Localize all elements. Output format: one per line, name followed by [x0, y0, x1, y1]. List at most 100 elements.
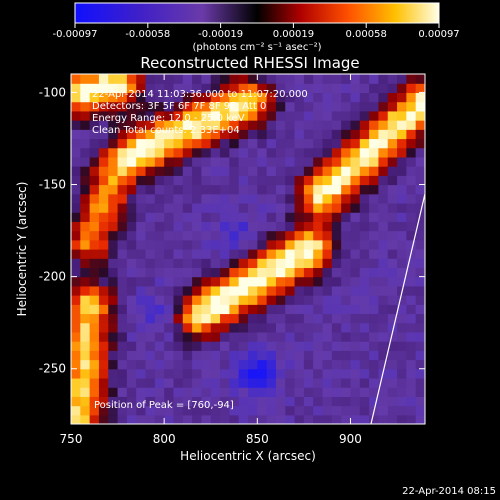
map-pixel — [164, 156, 175, 167]
map-pixel — [145, 285, 156, 296]
map-pixel — [387, 267, 398, 278]
map-pixel — [387, 184, 398, 195]
map-pixel — [164, 295, 175, 305]
map-pixel — [238, 359, 249, 370]
map-pixel — [164, 175, 175, 186]
map-pixel — [359, 156, 370, 167]
map-pixel — [406, 147, 417, 158]
map-pixel — [331, 414, 342, 424]
map-pixel — [248, 212, 258, 222]
map-pixel — [359, 184, 370, 195]
map-pixel — [350, 83, 361, 94]
map-pixel — [350, 120, 361, 130]
map-pixel — [350, 212, 361, 222]
map-pixel — [378, 193, 389, 204]
map-pixel — [406, 129, 417, 140]
map-pixel — [266, 166, 277, 176]
map-pixel — [266, 129, 277, 140]
map-pixel — [117, 267, 128, 278]
map-pixel — [136, 120, 147, 130]
map-pixel — [275, 414, 286, 424]
map-pixel — [257, 322, 268, 333]
map-pixel — [173, 184, 184, 195]
map-pixel — [331, 147, 342, 158]
map-pixel — [238, 313, 249, 324]
map-pixel — [201, 202, 212, 213]
map-pixel — [378, 110, 389, 121]
map-pixel — [126, 129, 137, 140]
map-pixel — [275, 387, 286, 397]
map-pixel — [98, 368, 109, 379]
map-pixel — [117, 295, 128, 305]
map-pixel — [108, 276, 119, 287]
map-pixel — [378, 101, 389, 112]
map-pixel — [164, 166, 175, 176]
map-pixel — [238, 396, 249, 407]
map-pixel — [108, 166, 119, 176]
map-pixel — [136, 405, 147, 416]
map-pixel — [80, 147, 91, 158]
map-pixel — [331, 322, 342, 333]
map-pixel — [313, 295, 324, 305]
map-pixel — [257, 295, 268, 305]
map-pixel — [98, 221, 109, 232]
map-pixel — [220, 138, 230, 149]
map-pixel — [406, 74, 417, 84]
map-pixel — [248, 175, 258, 186]
map-pixel — [341, 368, 352, 379]
map-pixel — [71, 166, 81, 176]
map-pixel — [136, 313, 147, 324]
map-pixel — [126, 175, 137, 186]
map-pixel — [220, 74, 230, 84]
colorbar-tick-label: 0.00058 — [346, 29, 387, 40]
map-pixel — [341, 120, 352, 130]
map-pixel — [164, 83, 175, 94]
map-pixel — [220, 341, 230, 351]
map-pixel — [145, 304, 156, 315]
map-pixel — [71, 341, 81, 351]
map-pixel — [220, 230, 230, 241]
map-pixel — [248, 285, 258, 296]
map-pixel — [210, 350, 221, 361]
map-pixel — [415, 295, 425, 305]
map-pixel — [331, 92, 342, 103]
map-pixel — [182, 120, 193, 130]
map-pixel — [369, 249, 380, 259]
map-pixel — [238, 184, 249, 195]
map-pixel — [378, 258, 389, 269]
map-pixel — [341, 101, 352, 112]
map-pixel — [136, 239, 147, 250]
map-pixel — [397, 331, 407, 342]
map-pixel — [220, 285, 230, 296]
map-pixel — [397, 304, 407, 315]
map-pixel — [266, 331, 277, 342]
map-pixel — [136, 304, 147, 315]
map-pixel — [80, 267, 91, 278]
map-pixel — [89, 129, 100, 140]
map-pixel — [378, 313, 389, 324]
map-pixel — [229, 156, 240, 167]
map-pixel — [257, 92, 268, 103]
map-pixel — [331, 405, 342, 416]
map-pixel — [350, 230, 361, 241]
map-pixel — [359, 359, 370, 370]
map-pixel — [313, 359, 324, 370]
map-pixel — [164, 359, 175, 370]
map-pixel — [341, 175, 352, 186]
map-pixel — [406, 258, 417, 269]
map-pixel — [229, 184, 240, 195]
map-pixel — [397, 184, 407, 195]
map-pixel — [108, 267, 119, 278]
map-pixel — [275, 313, 286, 324]
map-pixel — [201, 249, 212, 259]
map-pixel — [136, 221, 147, 232]
map-pixel — [98, 74, 109, 84]
map-pixel — [80, 350, 91, 361]
map-pixel — [89, 267, 100, 278]
map-pixel — [294, 396, 305, 407]
map-pixel — [201, 377, 212, 388]
map-pixel — [71, 202, 81, 213]
map-pixel — [210, 341, 221, 351]
map-pixel — [136, 212, 147, 222]
map-pixel — [164, 304, 175, 315]
